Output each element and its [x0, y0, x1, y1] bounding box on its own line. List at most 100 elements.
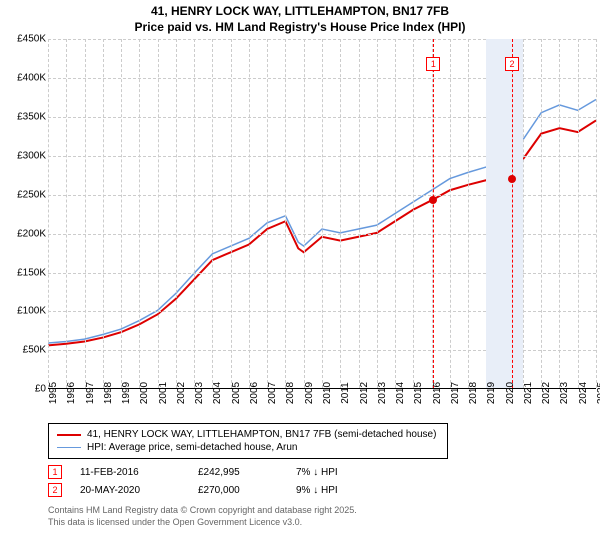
x-tick-label: 2011 — [340, 382, 351, 404]
x-tick-label: 2007 — [267, 382, 278, 404]
x-tick-label: 2019 — [486, 382, 497, 404]
marker-dot — [429, 196, 437, 204]
plot-area: 12 — [48, 39, 596, 389]
legend-label-price-paid: 41, HENRY LOCK WAY, LITTLEHAMPTON, BN17 … — [87, 429, 436, 440]
gridline-v — [194, 39, 195, 388]
sale-price: £270,000 — [198, 485, 278, 496]
legend-item-hpi: HPI: Average price, semi-detached house,… — [57, 441, 439, 454]
gridline-v — [359, 39, 360, 388]
sale-date: 11-FEB-2016 — [80, 467, 180, 478]
sale-row: 1 11-FEB-2016 £242,995 7% ↓ HPI — [48, 463, 596, 481]
gridline-v — [66, 39, 67, 388]
x-tick-label: 2022 — [541, 382, 552, 404]
gridline-v — [395, 39, 396, 388]
gridline-v — [139, 39, 140, 388]
gridline-v — [212, 39, 213, 388]
sales-table: 1 11-FEB-2016 £242,995 7% ↓ HPI 2 20-MAY-2020… — [48, 463, 596, 499]
gridline-v — [559, 39, 560, 388]
y-tick-label: £50K — [23, 345, 46, 356]
gridline-v — [267, 39, 268, 388]
y-tick-label: £150K — [17, 267, 46, 278]
footer: Contains HM Land Registry data © Crown c… — [48, 505, 596, 528]
x-axis: 1995199619971998199920002001200220032004… — [48, 389, 596, 419]
title-line-2: Price paid vs. HM Land Registry's House … — [4, 20, 596, 36]
marker-dot — [508, 175, 516, 183]
legend-swatch-price-paid — [57, 434, 81, 436]
chart-title: 41, HENRY LOCK WAY, LITTLEHAMPTON, BN17 … — [4, 4, 596, 35]
sale-price: £242,995 — [198, 467, 278, 478]
footer-line-2: This data is licensed under the Open Gov… — [48, 517, 596, 529]
x-tick-label: 1998 — [103, 382, 114, 404]
x-tick-label: 2020 — [505, 382, 516, 404]
x-tick-label: 2024 — [578, 382, 589, 404]
x-tick-label: 2021 — [523, 382, 534, 404]
sale-index: 2 — [48, 483, 62, 497]
x-tick-label: 1997 — [85, 382, 96, 404]
marker-band — [486, 39, 523, 388]
gridline-v — [578, 39, 579, 388]
gridline-v — [176, 39, 177, 388]
title-line-1: 41, HENRY LOCK WAY, LITTLEHAMPTON, BN17 … — [4, 4, 596, 20]
x-tick-label: 2000 — [139, 382, 150, 404]
x-tick-label: 2014 — [395, 382, 406, 404]
gridline-v — [158, 39, 159, 388]
gridline-v — [322, 39, 323, 388]
marker-box: 1 — [426, 57, 440, 71]
chart-area: £0 £50K £100K £150K £200K £250K £300K £350K £400… — [4, 39, 596, 419]
x-tick-label: 2003 — [194, 382, 205, 404]
x-tick-label: 2001 — [158, 382, 169, 404]
x-tick-label: 1996 — [66, 382, 77, 404]
gridline-v — [450, 39, 451, 388]
x-tick-label: 2006 — [249, 382, 260, 404]
x-tick-label: 2025 — [596, 382, 600, 404]
x-tick-label: 2023 — [559, 382, 570, 404]
x-tick-label: 2010 — [322, 382, 333, 404]
legend-label-hpi: HPI: Average price, semi-detached house,… — [87, 442, 298, 453]
y-tick-label: £400K — [17, 73, 46, 84]
sale-index: 1 — [48, 465, 62, 479]
gridline-v — [285, 39, 286, 388]
gridline-v — [231, 39, 232, 388]
marker-line — [433, 39, 434, 388]
sale-delta: 7% ↓ HPI — [296, 467, 416, 478]
marker-line — [512, 39, 513, 388]
marker-box: 2 — [505, 57, 519, 71]
gridline-v — [523, 39, 524, 388]
y-axis: £0£50K£100K£150K£200K£250K£300K£350K£400… — [4, 39, 48, 389]
y-tick-label: £100K — [17, 306, 46, 317]
gridline-v — [468, 39, 469, 388]
x-tick-label: 1999 — [121, 382, 132, 404]
x-tick-label: 2013 — [377, 382, 388, 404]
sale-date: 20-MAY-2020 — [80, 485, 180, 496]
x-tick-label: 2004 — [212, 382, 223, 404]
legend-swatch-hpi — [57, 447, 81, 448]
y-tick-label: £350K — [17, 111, 46, 122]
chart-container: 41, HENRY LOCK WAY, LITTLEHAMPTON, BN17 … — [0, 0, 600, 533]
gridline-v — [377, 39, 378, 388]
gridline-v — [249, 39, 250, 388]
sale-delta: 9% ↓ HPI — [296, 485, 416, 496]
y-tick-label: £0 — [35, 384, 46, 395]
x-tick-label: 2012 — [359, 382, 370, 404]
gridline-v — [121, 39, 122, 388]
legend: 41, HENRY LOCK WAY, LITTLEHAMPTON, BN17 … — [48, 423, 448, 459]
legend-item-price-paid: 41, HENRY LOCK WAY, LITTLEHAMPTON, BN17 … — [57, 428, 439, 441]
x-tick-label: 2017 — [450, 382, 461, 404]
gridline-v — [103, 39, 104, 388]
y-tick-label: £200K — [17, 228, 46, 239]
x-tick-label: 2009 — [304, 382, 315, 404]
x-tick-label: 2008 — [285, 382, 296, 404]
gridline-v — [48, 39, 49, 388]
x-tick-label: 2015 — [413, 382, 424, 404]
x-tick-label: 2005 — [231, 382, 242, 404]
x-tick-label: 2016 — [432, 382, 443, 404]
y-tick-label: £300K — [17, 150, 46, 161]
x-tick-label: 2002 — [176, 382, 187, 404]
gridline-v — [413, 39, 414, 388]
gridline-v — [596, 39, 597, 388]
x-tick-label: 1995 — [48, 382, 59, 404]
sale-row: 2 20-MAY-2020 £270,000 9% ↓ HPI — [48, 481, 596, 499]
y-tick-label: £250K — [17, 189, 46, 200]
y-tick-label: £450K — [17, 34, 46, 45]
gridline-v — [304, 39, 305, 388]
